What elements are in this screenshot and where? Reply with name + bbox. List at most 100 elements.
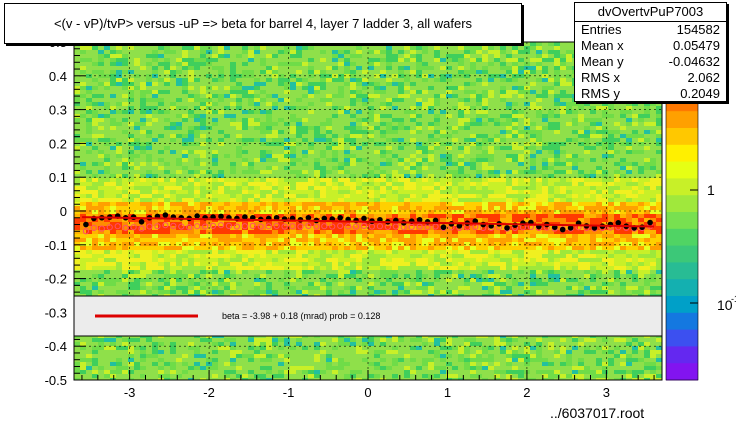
profile-black-marker — [162, 212, 169, 218]
stat-value: 2.062 — [687, 70, 720, 85]
profile-red-marker — [289, 223, 296, 230]
profile-red-marker — [416, 223, 423, 230]
stat-row-rms-y: RMS y 0.2049 — [575, 86, 726, 102]
profile-black-marker — [218, 213, 224, 220]
profile-red-marker — [194, 223, 201, 230]
stat-row-mean-y: Mean y -0.04632 — [575, 54, 726, 70]
profile-red-marker — [352, 223, 360, 230]
x-tick-label: 1 — [444, 385, 451, 400]
fit-legend-text: beta = -3.98 + 0.18 (mrad) prob = 0.128 — [222, 311, 380, 321]
profile-red-marker — [217, 222, 225, 229]
profile-black-marker — [194, 213, 200, 219]
stat-value: 0.05479 — [673, 38, 720, 53]
profile-red-marker — [146, 223, 153, 230]
profile-black-marker — [83, 221, 89, 228]
profile-red-marker — [265, 223, 272, 230]
y-tick-label: 0 — [60, 204, 67, 219]
profile-red-marker — [178, 223, 185, 230]
colorbar-labels: 1 10 -1 — [707, 182, 736, 313]
profile-black-marker — [305, 214, 312, 221]
profile-red-marker — [408, 223, 415, 230]
profile-red-marker — [345, 223, 352, 230]
profile-red-marker — [392, 223, 399, 230]
profile-black-marker — [273, 214, 280, 221]
profile-red-marker — [154, 223, 161, 230]
y-tick-label: -0.1 — [45, 238, 67, 253]
profile-red-marker — [233, 223, 240, 230]
profile-black-marker — [615, 220, 622, 226]
palette-cell — [666, 296, 698, 314]
stat-row-rms-x: RMS x 2.062 — [575, 70, 726, 86]
profile-red-marker — [329, 223, 336, 230]
profile-red-marker — [202, 223, 209, 230]
stat-label: RMS x — [581, 70, 620, 85]
profile-red-marker — [114, 223, 121, 230]
stat-label: Entries — [581, 22, 622, 37]
palette-cell — [666, 212, 698, 230]
palette-cell — [666, 312, 698, 331]
statistics-box: dvOvertvPuP7003 Entries 154582 Mean x 0.… — [574, 2, 727, 102]
profile-black-marker — [138, 219, 145, 225]
footer-filename: ../6037017.root — [550, 405, 645, 421]
y-tick-label: -0.4 — [45, 339, 67, 354]
profile-black-marker — [321, 215, 328, 222]
profile-red-marker — [138, 225, 145, 232]
histogram-name: dvOvertvPuP7003 — [575, 3, 726, 22]
profile-red-marker — [257, 223, 264, 230]
chart-title: <(v - vP)/tvP> versus -uP => beta for ba… — [53, 16, 473, 31]
profile-black-marker — [416, 216, 423, 223]
profile-black-marker — [647, 219, 653, 226]
x-tick-label: 2 — [523, 385, 530, 400]
y-tick-label: 0.4 — [49, 69, 67, 84]
fit-line — [81, 216, 655, 228]
stat-label: Mean y — [581, 54, 624, 69]
profile-red-marker — [225, 222, 233, 229]
profile-red-marker — [313, 223, 320, 230]
profile-black-marker — [242, 214, 248, 220]
x-tick-label: 0 — [364, 385, 371, 400]
palette-cell — [666, 128, 698, 146]
profile-black-marker — [456, 223, 463, 229]
profile-red-marker — [376, 223, 384, 230]
profile-red-marker — [90, 224, 97, 231]
colorbar-tick-superscript: -1 — [731, 294, 736, 304]
palette-cell — [666, 144, 698, 163]
profile-black-marker — [567, 225, 574, 231]
palette-cell — [666, 195, 698, 213]
profile-black-marker — [337, 214, 343, 221]
palette-cell — [666, 178, 698, 196]
title-box: <(v - vP)/tvP> versus -uP => beta for ba… — [4, 3, 522, 44]
stat-row-entries: Entries 154582 — [575, 22, 726, 38]
palette-cell — [666, 245, 698, 263]
profile-red-marker — [186, 224, 193, 231]
profile-red-marker — [432, 223, 439, 230]
stat-value: 154582 — [676, 22, 720, 37]
profile-black-marker — [440, 224, 447, 231]
profile-red-marker — [368, 223, 376, 230]
profile-red-marker — [122, 224, 129, 231]
x-tick-label: 3 — [603, 385, 610, 400]
palette-cell — [666, 228, 698, 247]
profile-red-marker — [297, 223, 304, 230]
y-tick-label: 0.2 — [49, 136, 67, 151]
y-tick-label: 0.3 — [49, 103, 67, 118]
palette-cell — [666, 262, 698, 280]
profile-red-marker — [82, 228, 90, 235]
profile-black-marker — [432, 217, 439, 224]
profile-red-marker — [305, 222, 312, 229]
profile-red-marker — [98, 225, 105, 232]
profile-red-marker — [241, 223, 248, 230]
stat-label: Mean x — [581, 38, 624, 53]
stat-label: RMS y — [581, 86, 620, 101]
profile-red-marker — [321, 223, 328, 230]
colorbar-tick-label-10: 10 — [717, 297, 733, 313]
y-tick-label: -0.3 — [45, 305, 67, 320]
y-tick-label: 0.1 — [49, 170, 67, 185]
palette-cell — [666, 363, 698, 381]
profile-black-marker — [472, 218, 479, 224]
palette-cell — [666, 329, 698, 347]
x-tick-label: -1 — [283, 385, 295, 400]
y-tick-label: -0.5 — [45, 373, 67, 388]
stat-row-mean-x: Mean x 0.05479 — [575, 38, 726, 54]
colorbar-tick-label-1: 1 — [707, 182, 715, 198]
